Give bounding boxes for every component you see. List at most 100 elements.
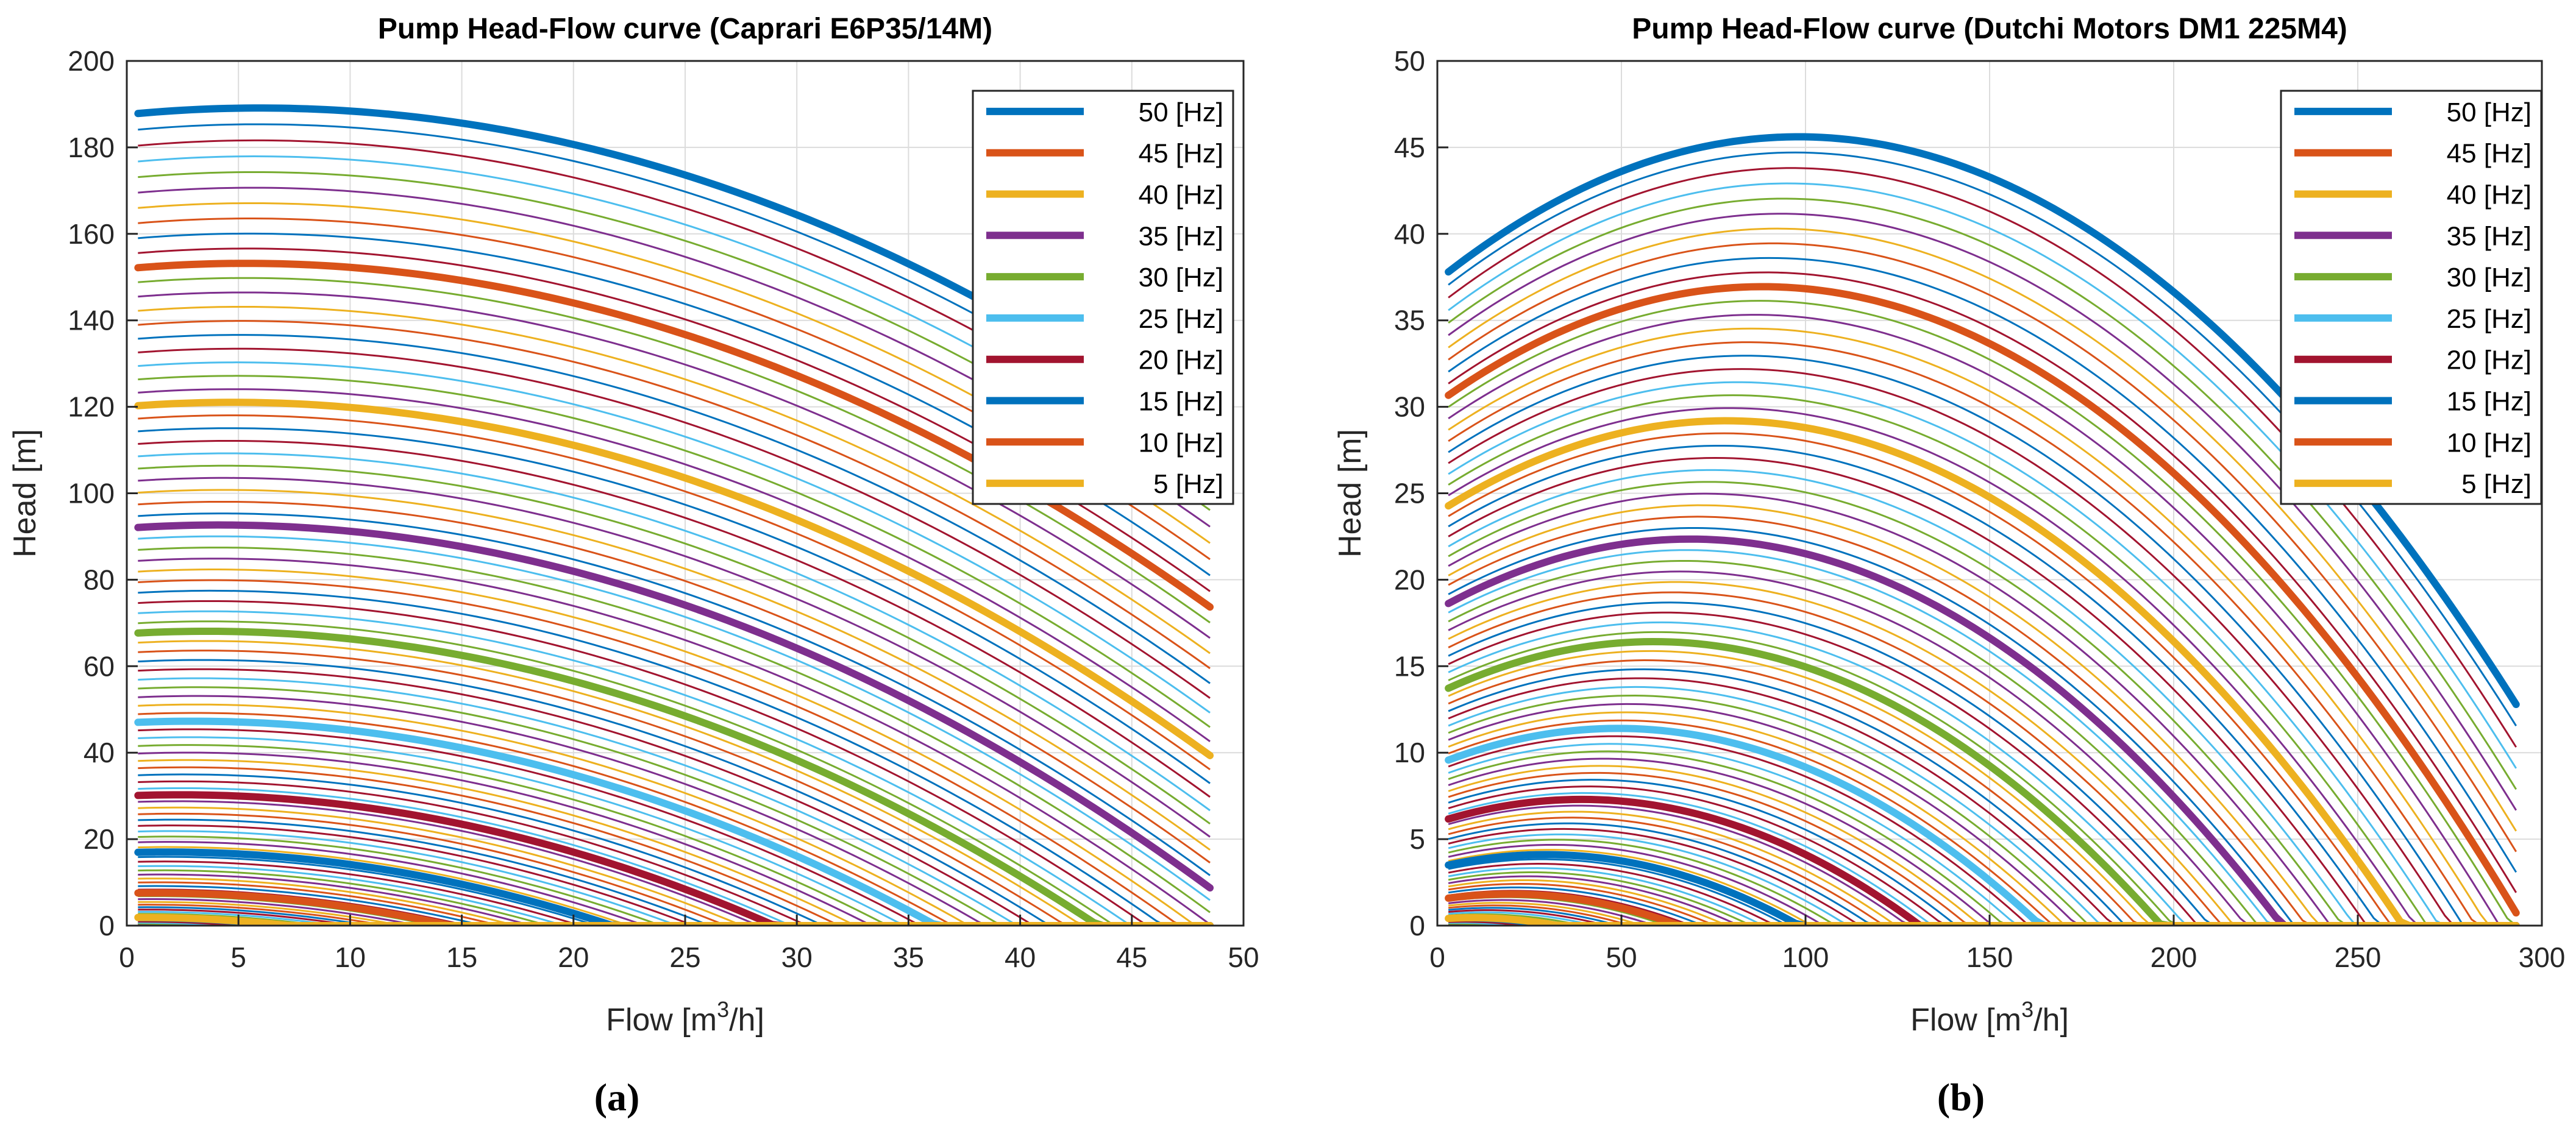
- thin-curve: [138, 686, 1211, 926]
- chart-a: 0 5 10 15 20 25 30 35 40 45 50 0 20 40 60 80 100 120 140 16…: [7, 13, 1259, 1038]
- thin-curve: [1448, 650, 2516, 926]
- thin-curve: [138, 901, 1211, 926]
- thin-curve: [138, 881, 1211, 926]
- x-axis-label-superscript: 3: [2021, 997, 2033, 1022]
- thin-curve: [138, 291, 1211, 639]
- thin-curve: [138, 388, 1211, 742]
- thin-curve: [138, 650, 1211, 926]
- thin-curve: [138, 305, 1211, 654]
- thin-curve: [138, 600, 1211, 926]
- series-line-15hz: [1445, 851, 2520, 926]
- thin-curve: [1448, 899, 2516, 926]
- y-tick-label: 50: [1394, 45, 1425, 77]
- thin-curve: [1448, 570, 2516, 926]
- thin-curve: [1448, 549, 2516, 926]
- thin-curve: [138, 361, 1211, 714]
- thin-curve: [138, 744, 1211, 926]
- y-tick-label: 30: [1394, 391, 1425, 423]
- x-tick-label: 50: [1606, 941, 1637, 973]
- thin-curve: [138, 414, 1211, 771]
- thin-curve: [138, 904, 1211, 926]
- thin-curve: [1448, 871, 2516, 926]
- legend-box: [2280, 90, 2542, 505]
- thin-curve: [138, 780, 1211, 926]
- legend: 50 [Hz] 45 [Hz] 40 [Hz] 35 [Hz] 30 [Hz] 25 [H…: [972, 90, 1234, 505]
- thin-curve: [1448, 631, 2516, 926]
- x-tick-label: 0: [119, 941, 135, 973]
- thin-curve: [1448, 355, 2516, 926]
- x-tick-label: 300: [2519, 941, 2566, 973]
- x-tick-label: 25: [669, 941, 700, 973]
- y-axis-label: Head [m]: [1332, 429, 1368, 558]
- x-tick-label: 10: [335, 941, 366, 973]
- thin-curve: [138, 512, 1211, 876]
- thin-curve: [138, 800, 1211, 926]
- legend-label-30hz: 30 [Hz]: [2447, 263, 2532, 292]
- thin-curve: [1448, 611, 2516, 926]
- thin-curve: [138, 877, 1211, 926]
- thin-curve: [1448, 883, 2516, 926]
- thin-curve: [138, 464, 1211, 825]
- legend-box: [972, 90, 1234, 505]
- thin-curve: [1448, 833, 2516, 926]
- thin-curve: [138, 824, 1211, 926]
- y-tick-label: 0: [99, 910, 115, 941]
- thin-curve: [1448, 300, 2517, 926]
- x-tick-label: 5: [230, 941, 246, 973]
- thin-curve: [1448, 271, 2517, 893]
- y-tick-label: 140: [68, 305, 115, 336]
- y-tick-label: 10: [1394, 737, 1425, 768]
- thin-curve: [1448, 902, 2516, 926]
- legend-label-5hz: 5 [Hz]: [1146, 469, 1223, 499]
- chart-title: Pump Head-Flow curve (Dutchi Motors DM1 …: [1632, 13, 2347, 45]
- thin-curve: [138, 898, 1211, 926]
- thin-curve: [138, 751, 1211, 926]
- thin-curve: [138, 452, 1211, 812]
- thin-curve: [1448, 686, 2516, 926]
- series-line-30hz: [134, 627, 1214, 926]
- thin-curve: [1448, 896, 2516, 926]
- thin-curve: [1448, 735, 2516, 926]
- y-tick-label: 20: [84, 823, 115, 855]
- thin-curve: [138, 856, 1211, 926]
- thin-curve: [1448, 858, 2516, 926]
- series-line-10hz: [1445, 890, 2520, 926]
- thin-curve: [1448, 257, 2517, 873]
- legend-label-30hz: 30 [Hz]: [1139, 263, 1223, 292]
- thin-curve: [1448, 765, 2516, 926]
- x-tick-label: 100: [1782, 941, 1829, 973]
- y-tick-label: 40: [84, 737, 115, 768]
- x-axis-label-main: Flow [m: [606, 1002, 717, 1038]
- x-tick-label: 30: [781, 941, 813, 973]
- thin-curve: [1448, 785, 2516, 926]
- y-tick-label: 80: [84, 564, 115, 595]
- x-axis-label-main: Flow [m: [1910, 1002, 2021, 1038]
- thin-curve: [1448, 867, 2516, 926]
- thin-curve: [1448, 779, 2516, 926]
- thin-curve: [138, 787, 1211, 926]
- legend-label-10hz: 10 [Hz]: [1139, 428, 1223, 458]
- series-line-15hz: [134, 848, 1214, 926]
- y-tick-label: 20: [1394, 564, 1425, 595]
- thin-curve: [138, 835, 1211, 926]
- series-line-35hz: [1445, 535, 2520, 926]
- legend-label-50hz: 50 [Hz]: [1139, 97, 1223, 127]
- thin-curve: [138, 569, 1211, 926]
- thin-curve: [138, 558, 1211, 926]
- thin-curve: [138, 427, 1211, 784]
- thin-curve: [138, 818, 1211, 926]
- legend-label-25hz: 25 [Hz]: [2447, 304, 2532, 334]
- y-tick-label: 40: [1394, 218, 1425, 250]
- thin-curve: [138, 906, 1211, 926]
- thin-curve: [138, 535, 1211, 901]
- y-tick-label: 35: [1394, 305, 1425, 336]
- y-tick-label: 100: [68, 478, 115, 509]
- legend-label-45hz: 45 [Hz]: [1139, 139, 1223, 169]
- thin-curve: [138, 869, 1211, 926]
- thin-curve: [1448, 469, 2516, 926]
- thin-curve: [138, 640, 1211, 926]
- series-line-10hz: [134, 889, 1214, 926]
- thin-curve: [138, 610, 1211, 926]
- thin-curve: [1448, 822, 2516, 926]
